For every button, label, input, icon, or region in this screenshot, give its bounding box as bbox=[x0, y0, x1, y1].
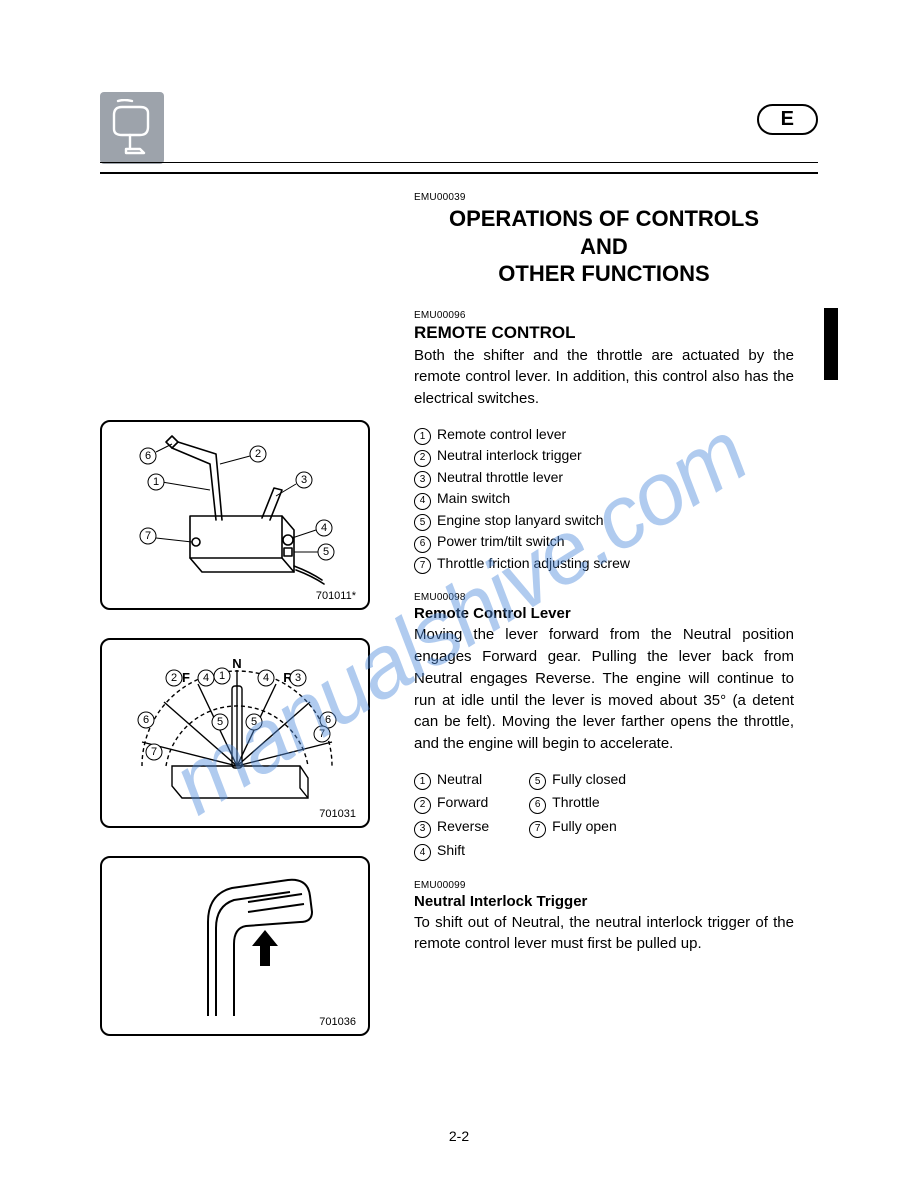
section-code: EMU00099 bbox=[414, 880, 794, 891]
list-item: 5Fully closed bbox=[529, 769, 626, 791]
svg-text:6: 6 bbox=[325, 714, 331, 726]
svg-text:3: 3 bbox=[295, 672, 301, 684]
list-item: 3Neutral throttle lever bbox=[414, 467, 794, 489]
figure-column: 1 2 3 4 5 6 7 701011* bbox=[100, 192, 390, 1064]
text-column: EMU00039 OPERATIONS OF CONTROLS AND OTHE… bbox=[414, 192, 794, 1064]
svg-text:2: 2 bbox=[255, 448, 261, 460]
section-heading: REMOTE CONTROL bbox=[414, 323, 794, 343]
list-item: 4Shift bbox=[414, 840, 489, 862]
label-forward: F bbox=[182, 670, 190, 685]
header-rule bbox=[100, 162, 818, 163]
outboard-motor-icon bbox=[100, 92, 164, 164]
body-paragraph: Both the shifter and the throttle are ac… bbox=[414, 345, 794, 410]
section-code: EMU00039 bbox=[414, 192, 794, 203]
title-line: OTHER FUNCTIONS bbox=[498, 261, 709, 286]
page-title: OPERATIONS OF CONTROLS AND OTHER FUNCTIO… bbox=[414, 205, 794, 288]
figure-remote-control-box: 1 2 3 4 5 6 7 701011* bbox=[100, 420, 370, 610]
list-item: 6Power trim/tilt switch bbox=[414, 531, 794, 553]
subsection-heading: Remote Control Lever bbox=[414, 605, 794, 622]
list-item: 1Remote control lever bbox=[414, 424, 794, 446]
list-item: 7Throttle friction adjusting screw bbox=[414, 553, 794, 575]
svg-text:6: 6 bbox=[143, 714, 149, 726]
svg-text:7: 7 bbox=[319, 728, 325, 740]
list-item: 4Main switch bbox=[414, 488, 794, 510]
svg-text:7: 7 bbox=[145, 530, 151, 542]
legend-two-column: 1Neutral 2Forward 3Reverse 4Shift 5Fully… bbox=[414, 769, 794, 862]
manual-page: E bbox=[0, 0, 918, 1188]
thumb-index-tab bbox=[824, 308, 838, 380]
list-item: 6Throttle bbox=[529, 792, 626, 814]
page-header: E bbox=[100, 100, 818, 174]
list-item: 2Forward bbox=[414, 792, 489, 814]
list-item: 1Neutral bbox=[414, 769, 489, 791]
svg-text:4: 4 bbox=[263, 672, 269, 684]
svg-text:5: 5 bbox=[323, 546, 329, 558]
svg-text:4: 4 bbox=[321, 522, 327, 534]
list-item: 5Engine stop lanyard switch bbox=[414, 510, 794, 532]
page-number: 2-2 bbox=[0, 1128, 918, 1144]
svg-text:5: 5 bbox=[217, 716, 223, 728]
label-neutral: N bbox=[232, 656, 241, 671]
figure-caption: 701031 bbox=[319, 808, 356, 820]
section-code: EMU00098 bbox=[414, 592, 794, 603]
figure-caption: 701036 bbox=[319, 1016, 356, 1028]
svg-text:2: 2 bbox=[171, 672, 177, 684]
title-line: AND bbox=[580, 234, 628, 259]
body-paragraph: To shift out of Neutral, the neutral int… bbox=[414, 912, 794, 956]
svg-text:5: 5 bbox=[251, 716, 257, 728]
figure-caption: 701011* bbox=[316, 590, 356, 602]
legend-column-right: 5Fully closed 6Throttle 7Fully open bbox=[529, 769, 626, 862]
svg-text:1: 1 bbox=[153, 476, 159, 488]
list-item: 2Neutral interlock trigger bbox=[414, 445, 794, 467]
svg-text:3: 3 bbox=[301, 474, 307, 486]
svg-text:6: 6 bbox=[145, 450, 151, 462]
body-paragraph: Moving the lever forward from the Neutra… bbox=[414, 624, 794, 755]
subsection-heading: Neutral Interlock Trigger bbox=[414, 893, 794, 910]
list-item: 3Reverse bbox=[414, 816, 489, 838]
figure-lever-arc: F N R 1 2 3 4 4 5 5 6 6 7 bbox=[100, 638, 370, 828]
content-columns: 1 2 3 4 5 6 7 701011* bbox=[100, 192, 818, 1064]
list-item: 7Fully open bbox=[529, 816, 626, 838]
parts-list: 1Remote control lever 2Neutral interlock… bbox=[414, 424, 794, 575]
legend-column-left: 1Neutral 2Forward 3Reverse 4Shift bbox=[414, 769, 489, 862]
section-code: EMU00096 bbox=[414, 310, 794, 321]
figure-interlock-trigger: 701036 bbox=[100, 856, 370, 1036]
language-badge: E bbox=[757, 104, 818, 135]
svg-text:4: 4 bbox=[203, 672, 209, 684]
svg-text:7: 7 bbox=[151, 746, 157, 758]
title-line: OPERATIONS OF CONTROLS bbox=[449, 206, 759, 231]
svg-text:1: 1 bbox=[219, 670, 225, 682]
